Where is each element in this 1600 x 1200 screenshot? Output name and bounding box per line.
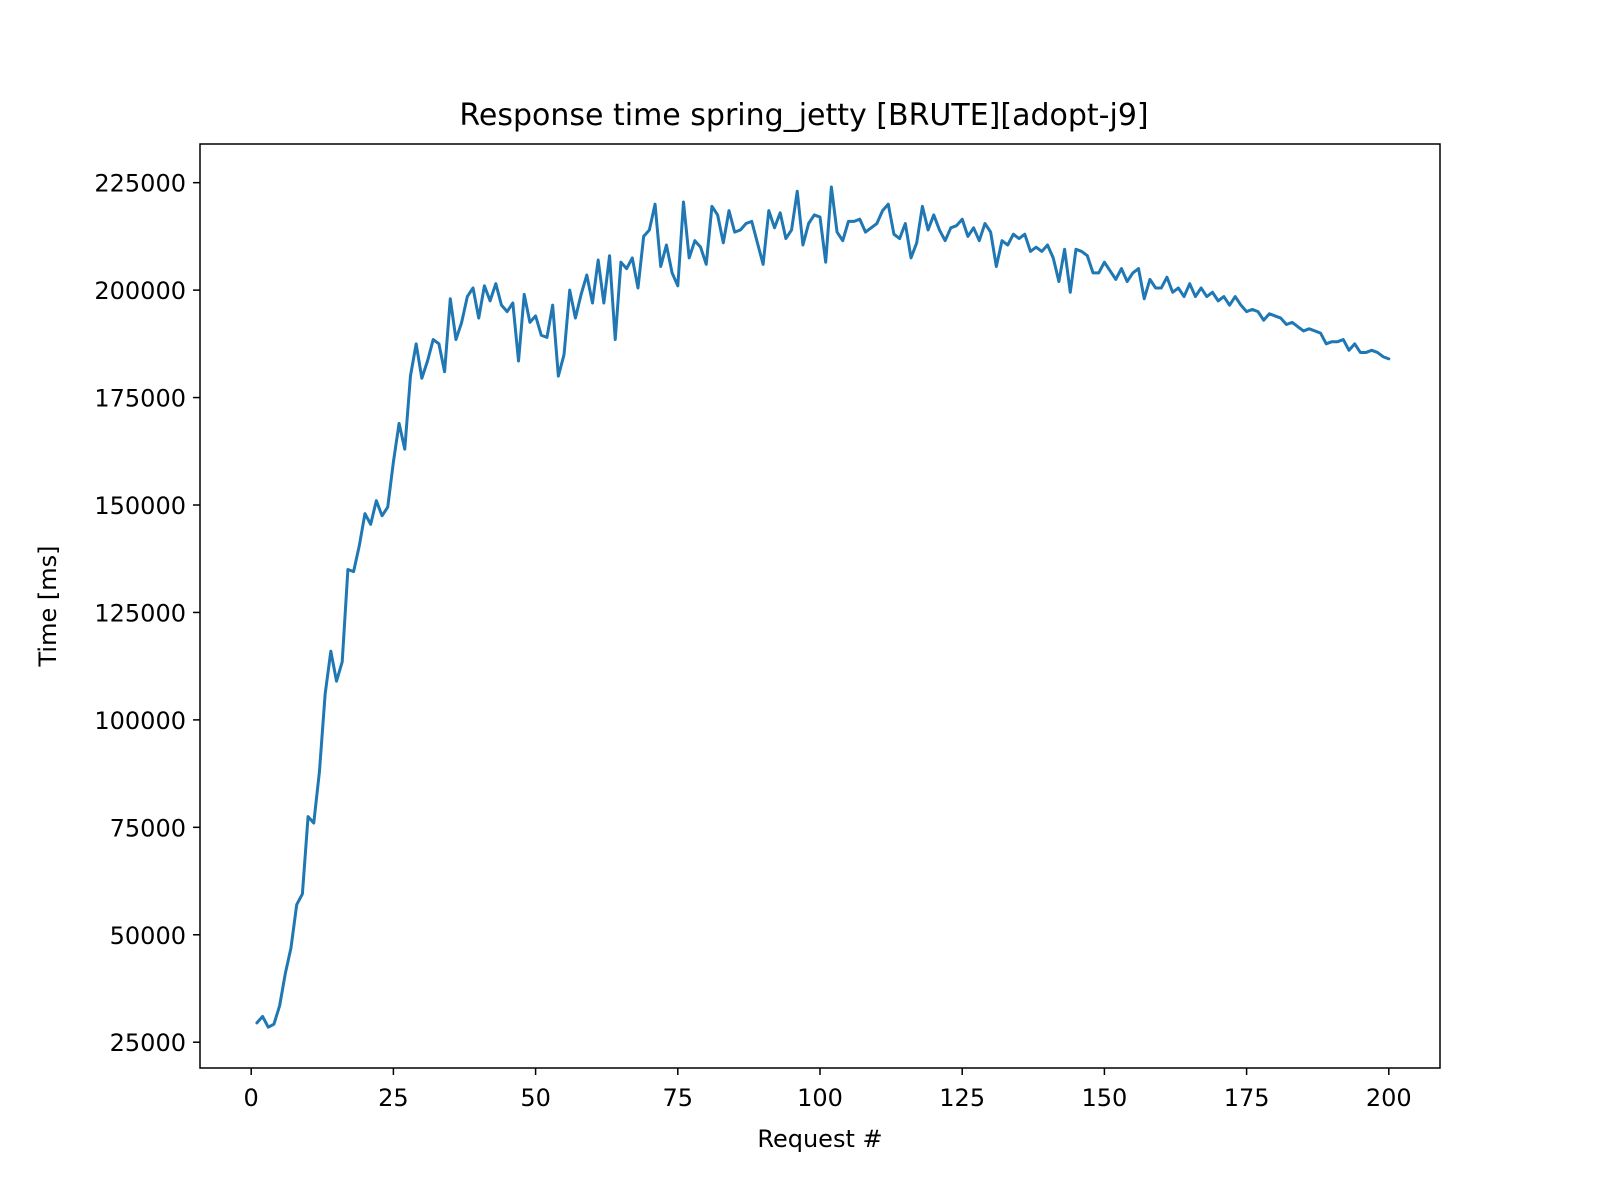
y-tick-label: 225000 — [94, 170, 186, 198]
response-time-line — [255, 185, 1391, 1029]
x-tick-label: 175 — [1224, 1084, 1270, 1112]
x-tick-label: 125 — [939, 1084, 985, 1112]
y-tick-label: 50000 — [110, 922, 186, 950]
x-tick-label: 50 — [520, 1084, 551, 1112]
y-tick-label: 175000 — [94, 385, 186, 413]
x-tick-label: 25 — [378, 1084, 409, 1112]
x-tick-label: 75 — [663, 1084, 694, 1112]
y-tick-label: 100000 — [94, 707, 186, 735]
y-tick-label: 75000 — [110, 814, 186, 842]
plot-frame — [199, 143, 1441, 1069]
y-axis-label: Time [ms] — [34, 546, 62, 668]
y-tick-label: 150000 — [94, 492, 186, 520]
x-tick-label: 150 — [1081, 1084, 1127, 1112]
y-axis: 25000 50000 75000 100000 125000 150000 175000 2… — [94, 170, 200, 1057]
y-tick-label: 200000 — [94, 277, 186, 305]
x-axis: 0 25 50 75 100 125 150 175 200 — [244, 1068, 1412, 1112]
x-tick-label: 200 — [1366, 1084, 1412, 1112]
x-axis-label: Request # — [757, 1125, 882, 1153]
x-tick-label: 100 — [797, 1084, 843, 1112]
y-tick-label: 25000 — [110, 1029, 186, 1057]
x-tick-label: 0 — [244, 1084, 259, 1112]
y-tick-label: 125000 — [94, 599, 186, 627]
chart-title: Response time spring_jetty [BRUTE][adopt… — [459, 98, 1148, 133]
